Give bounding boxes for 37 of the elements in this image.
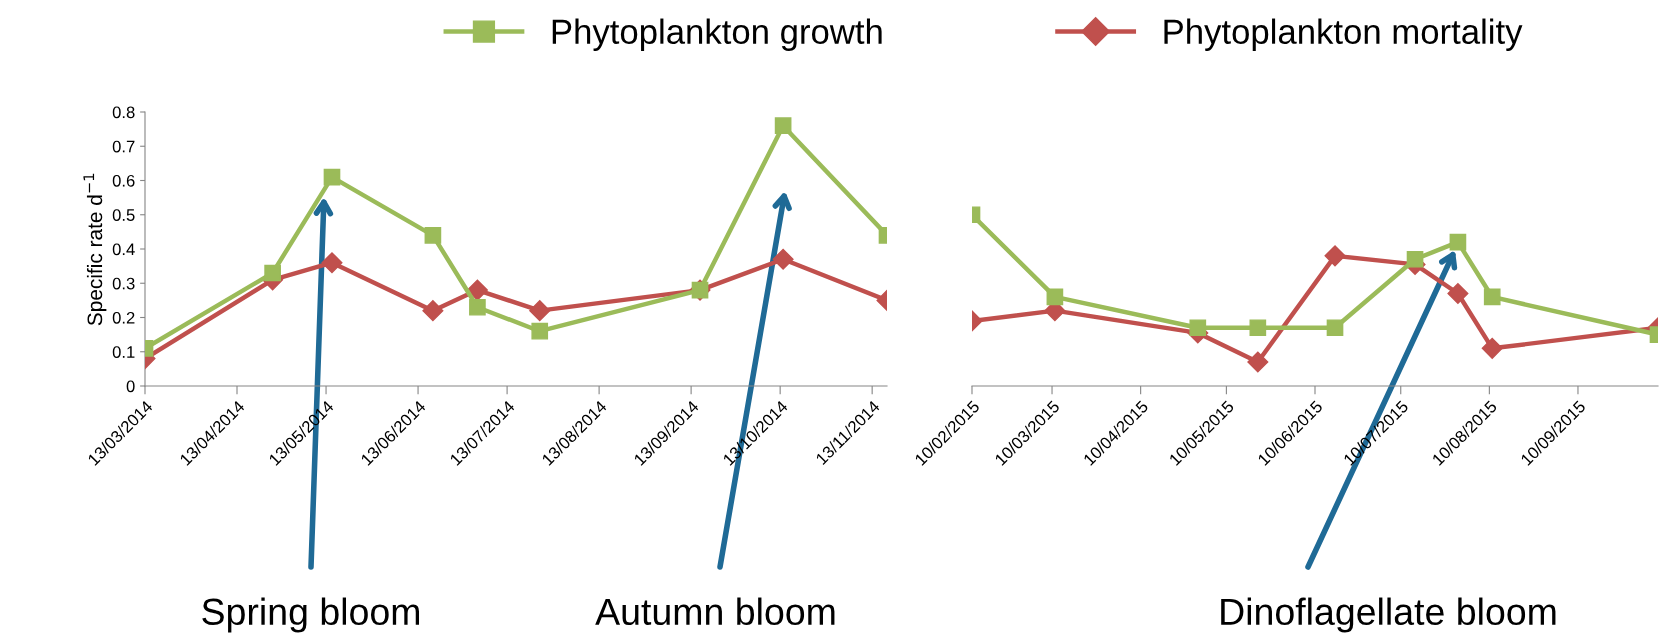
y-axis-title: Specific rate d$^{−1}$ — [83, 173, 107, 326]
point — [321, 252, 343, 274]
point — [424, 226, 442, 244]
point — [1447, 283, 1469, 305]
y-tick-label: 0.8 — [112, 106, 135, 119]
point — [1247, 351, 1269, 373]
point — [529, 300, 551, 322]
y-tick-label: 0.5 — [112, 209, 135, 221]
text: Autumn bloom — [595, 597, 835, 626]
y-tick-label: 0.1 — [112, 346, 135, 358]
point — [1483, 288, 1501, 306]
point — [1326, 319, 1344, 337]
point — [466, 279, 488, 301]
point — [1324, 245, 1346, 267]
point — [264, 264, 281, 282]
y-tick-label: 0 — [126, 380, 135, 393]
point — [469, 298, 486, 316]
point — [422, 300, 444, 322]
point — [774, 117, 792, 135]
y-tick-label: 0.7 — [112, 140, 135, 153]
legend-label: Phytoplankton growth — [552, 18, 882, 51]
point — [1449, 233, 1467, 251]
text: Dinoflagellate bloom — [1221, 597, 1556, 633]
y-tick-label: 0.3 — [112, 277, 135, 290]
y-tick-label: 0.6 — [112, 174, 135, 187]
y-tick-label: 0.4 — [112, 243, 135, 256]
point — [1189, 319, 1207, 337]
text: Spring bloom — [202, 597, 420, 633]
legend-label: Phytoplankton mortality — [1164, 18, 1523, 51]
point — [531, 322, 549, 340]
point — [1481, 337, 1503, 359]
point — [1249, 319, 1267, 337]
y-tick-label: 0.2 — [112, 311, 135, 324]
point — [1046, 288, 1064, 306]
point — [323, 168, 341, 186]
point — [1406, 250, 1424, 268]
point — [772, 248, 794, 270]
